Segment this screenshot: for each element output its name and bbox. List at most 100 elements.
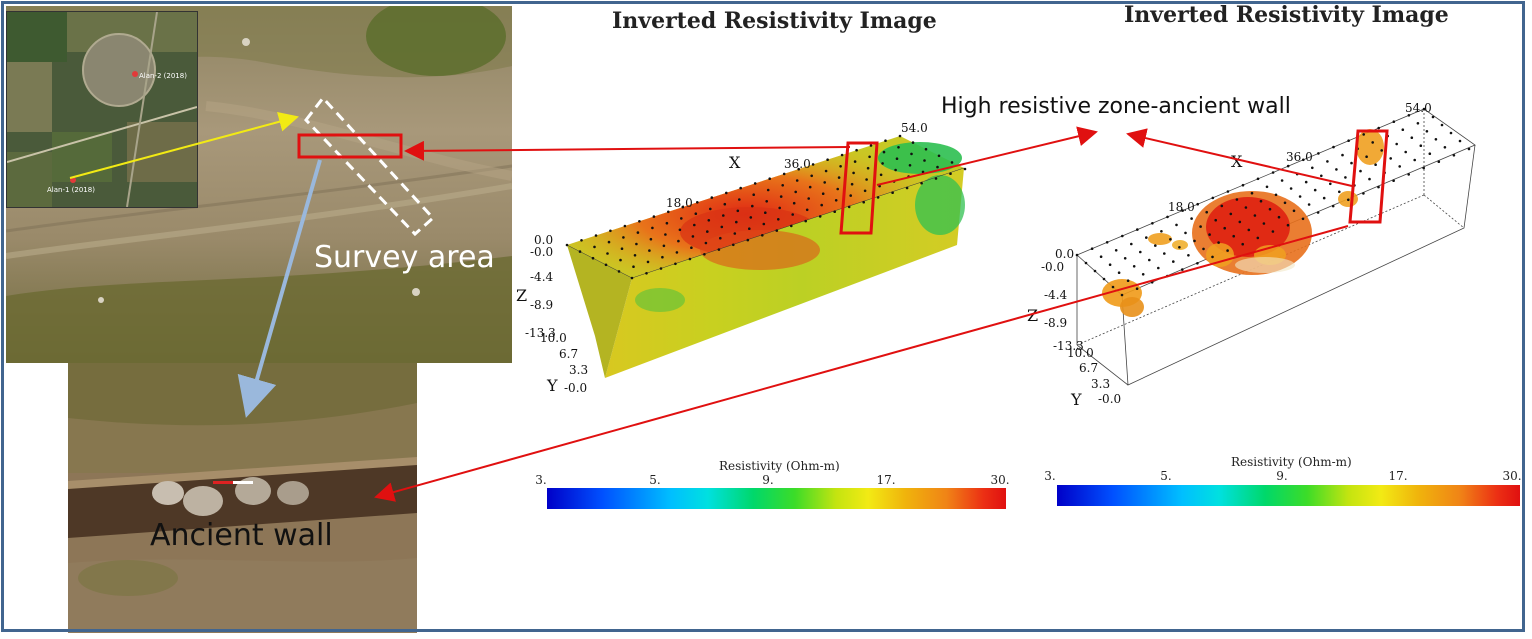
panel-1-electrode-dot bbox=[868, 155, 871, 159]
panel-1-electrode-dot bbox=[677, 239, 680, 243]
panel-2-x-tick-2: 36.0 bbox=[1286, 150, 1313, 164]
panel-1-electrode-dot bbox=[833, 210, 836, 213]
panel-2-electrode-dot bbox=[1259, 199, 1263, 203]
panel-2-electrode-dot bbox=[1395, 142, 1398, 146]
panel-2-electrode-dot bbox=[1368, 177, 1371, 181]
panel-1-electrode-dot bbox=[636, 231, 640, 234]
panel-2-electrode-dot bbox=[1271, 230, 1275, 233]
panel-1-electrode-dot bbox=[876, 196, 880, 199]
panel-2-electrode-dot bbox=[1322, 196, 1326, 200]
panel-1-electrode-dot bbox=[720, 225, 724, 229]
panel-2-electrode-dot bbox=[1292, 209, 1296, 213]
panel-2-electrode-dot bbox=[1304, 180, 1308, 184]
panel-1-z-tick-2: -8.9 bbox=[530, 298, 553, 312]
panel-1-electrode-dot bbox=[617, 270, 621, 273]
panel-1-electrode-dot bbox=[810, 174, 813, 178]
panel-2-electrode-dot bbox=[1274, 193, 1278, 197]
survey-area-label: Survey area bbox=[314, 240, 495, 275]
panel-1-electrode-dot bbox=[807, 197, 810, 200]
panel-1-electrode-dot bbox=[681, 205, 685, 209]
colorbar-2-tick-9: 9. bbox=[1276, 469, 1288, 483]
colorbar-2-tick-5: 5. bbox=[1160, 469, 1172, 483]
panel-2-electrode-dot bbox=[1398, 165, 1401, 168]
panel-1-electrode-dot bbox=[821, 192, 825, 195]
panel-2-electrode-dot bbox=[1425, 130, 1429, 133]
panel-1-x-tick-1: 18.0 bbox=[666, 196, 693, 210]
panel-1-electrode-dot bbox=[884, 139, 887, 142]
panel-1-electrode-dot bbox=[749, 216, 753, 219]
colorbar-2-tick-17: 17. bbox=[1388, 469, 1408, 483]
panel-1-electrode-dot bbox=[866, 166, 870, 170]
panel-1-electrode-dot bbox=[633, 254, 637, 257]
panel-1-y-axis-label: Y bbox=[546, 376, 558, 395]
panel-1-z-axis-label: Z bbox=[516, 286, 527, 305]
panel-2-electrode-dot bbox=[1280, 179, 1284, 182]
panel-2-electrode-dot bbox=[1175, 223, 1178, 227]
panel-1-electrode-dot bbox=[732, 243, 735, 247]
panel-2-electrode-dot bbox=[1241, 183, 1245, 187]
panel-2-electrode-dot bbox=[1449, 131, 1453, 135]
panel-1-electrode-dot bbox=[690, 246, 693, 249]
panel-1-z-tick-0: -0.0 bbox=[530, 245, 553, 259]
panel-1-electrode-dot bbox=[606, 252, 609, 255]
panel-1-electrode-dot bbox=[622, 236, 625, 239]
panel-2-electrode-dot bbox=[1407, 173, 1410, 176]
panel-1-electrode-dot bbox=[950, 161, 954, 164]
panel-1-electrode-dot bbox=[808, 185, 812, 189]
panel-1-electrode-dot bbox=[619, 258, 622, 262]
panel-1-y-tick-0: 10.0 bbox=[540, 331, 567, 345]
ancient-wall-label: Ancient wall bbox=[150, 518, 333, 553]
panel-2-to-label-arrow bbox=[1126, 128, 1353, 187]
panel-1-electrode-dot bbox=[710, 196, 714, 199]
panel-1-electrode-dot bbox=[623, 224, 627, 228]
panel-1-electrode-dot bbox=[934, 177, 938, 180]
panel-1-electrode-dot bbox=[834, 199, 838, 202]
panel-1-electrode-dot bbox=[826, 158, 829, 161]
panel-2-electrode-dot bbox=[1238, 220, 1242, 224]
panel-1-electrode-dot bbox=[565, 243, 569, 247]
survey-line-highlight-box bbox=[297, 133, 403, 159]
panel-2-electrode-dot bbox=[1380, 149, 1383, 152]
panel-2-electrode-dot bbox=[1302, 158, 1305, 162]
panel-2-electrode-dot bbox=[1365, 155, 1368, 158]
panel-1-electrode-dot bbox=[790, 224, 793, 228]
panel-1-electrode-dot bbox=[840, 153, 844, 157]
high-resistive-zone-label: High resistive zone-ancient wall bbox=[941, 94, 1291, 119]
colorbar-2-tick-30: 30. bbox=[1502, 469, 1522, 483]
panel-1-electrode-dot bbox=[648, 249, 651, 252]
panel-1-electrode-dot bbox=[853, 160, 857, 163]
satellite-inset-map: Alan-2 (2018) Alan-1 (2018) bbox=[6, 11, 198, 208]
panel-2-electrode-dot bbox=[1126, 279, 1130, 282]
panel-1-electrode-dot bbox=[855, 148, 858, 152]
panel-2-electrode-dot bbox=[1389, 157, 1392, 160]
panel-1-electrode-dot bbox=[765, 200, 768, 203]
panel-2-electrode-dot bbox=[1422, 166, 1425, 170]
panel-1-electrode-dot bbox=[863, 189, 867, 193]
panel-2-electrode-dot bbox=[1338, 190, 1341, 194]
panel-2-electrode-dot bbox=[1428, 152, 1432, 155]
panel-1-title: Inverted Resistivity Image bbox=[612, 8, 937, 34]
panel-2-electrode-dot bbox=[1202, 247, 1205, 251]
panel-1-electrode-dot bbox=[651, 226, 654, 230]
panel-2-electrode-dot bbox=[1326, 160, 1329, 163]
panel-2-x-tick-3: 54.0 bbox=[1405, 101, 1432, 115]
panel-1-x-tick-0: 0.0 bbox=[534, 233, 553, 247]
panel-2-electrode-dot bbox=[1316, 211, 1320, 214]
panel-1-electrode-dot bbox=[738, 198, 741, 201]
panel-2-electrode-dot bbox=[1422, 107, 1426, 111]
panel-2-to-wall-arrow bbox=[374, 225, 1349, 502]
panel-2-electrode-dot bbox=[1335, 168, 1338, 171]
survey-area-outline bbox=[304, 95, 436, 237]
panel-2-electrode-dot bbox=[1413, 158, 1416, 162]
colorbar-1-gradient bbox=[547, 488, 1006, 509]
panel-2-electrode-dot bbox=[1320, 174, 1323, 178]
panel-2-electrode-dot bbox=[1139, 250, 1142, 254]
panel-2-electrode-dot bbox=[1121, 234, 1124, 238]
panel-2-electrode-dot bbox=[1181, 268, 1184, 271]
panel-1-electrode-dot bbox=[664, 233, 667, 236]
panel-1-electrode-dot bbox=[649, 237, 653, 241]
panel-1-wall-highlight-box bbox=[839, 141, 879, 235]
panel-1-electrode-dot bbox=[882, 150, 886, 154]
